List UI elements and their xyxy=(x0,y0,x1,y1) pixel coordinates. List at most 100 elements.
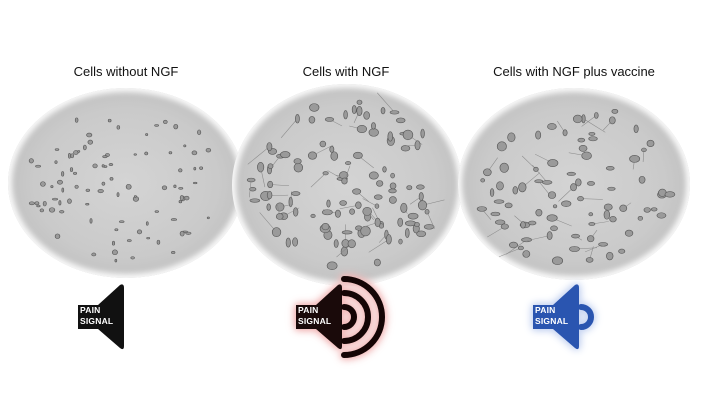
cell xyxy=(533,166,539,172)
cell xyxy=(417,200,428,211)
cell xyxy=(371,122,376,130)
cell xyxy=(28,158,34,164)
cell xyxy=(517,245,524,251)
cell xyxy=(385,234,392,245)
cell xyxy=(547,191,557,199)
cell xyxy=(423,224,435,230)
speaker-body xyxy=(533,284,579,350)
cell xyxy=(246,177,256,183)
cell xyxy=(356,106,363,116)
cell xyxy=(146,236,151,240)
cell xyxy=(528,220,537,226)
cell xyxy=(641,147,647,152)
cell xyxy=(334,209,341,218)
cell xyxy=(285,237,291,248)
cell xyxy=(54,233,61,239)
cell xyxy=(374,203,380,209)
cell xyxy=(68,153,71,159)
cell xyxy=(310,213,316,219)
cell xyxy=(400,202,408,213)
cell xyxy=(109,177,114,181)
cell xyxy=(518,182,527,193)
cell xyxy=(330,151,339,161)
cell xyxy=(480,178,486,183)
neurite xyxy=(521,155,537,170)
cell xyxy=(178,200,183,204)
cell xyxy=(619,204,628,212)
cell xyxy=(611,108,619,114)
cell xyxy=(56,179,63,185)
cell xyxy=(569,246,580,252)
cell xyxy=(624,229,634,237)
panel-title: Cells with NGF xyxy=(302,64,390,79)
cell-micrograph xyxy=(458,88,690,280)
cell xyxy=(609,216,617,223)
cell xyxy=(171,251,176,255)
cell xyxy=(266,190,273,200)
cell xyxy=(577,196,584,202)
cell xyxy=(483,168,492,177)
cell xyxy=(400,145,411,152)
sound-wave xyxy=(341,290,371,344)
cell xyxy=(102,155,108,159)
cell xyxy=(585,257,594,263)
cell xyxy=(130,256,135,260)
cell xyxy=(380,107,386,115)
neurite xyxy=(270,184,290,186)
cell xyxy=(111,240,116,246)
cell xyxy=(504,202,513,209)
neurite xyxy=(498,247,521,258)
pain-signal-speaker-quiet-icon: PAIN SIGNAL xyxy=(533,283,594,353)
cell xyxy=(603,203,613,211)
cell xyxy=(267,180,274,189)
cell xyxy=(288,196,293,208)
cell xyxy=(508,241,519,249)
cell xyxy=(575,178,582,187)
cell xyxy=(407,212,419,220)
cell xyxy=(489,188,495,197)
cell xyxy=(588,131,596,136)
cell xyxy=(145,221,149,226)
cell xyxy=(249,198,261,203)
cell xyxy=(542,180,553,185)
neurite xyxy=(280,118,298,138)
speaker-label: PAIN SIGNAL xyxy=(535,305,569,326)
cell xyxy=(598,242,609,247)
cell xyxy=(74,184,79,189)
cell xyxy=(629,155,641,163)
cell xyxy=(570,183,577,192)
cell xyxy=(356,99,363,105)
neurite xyxy=(426,211,435,229)
cell xyxy=(494,219,506,225)
cell xyxy=(292,237,299,247)
cell-micrograph xyxy=(8,88,244,278)
cell xyxy=(609,116,616,125)
cell xyxy=(125,183,132,190)
cell xyxy=(522,250,531,258)
cell xyxy=(89,218,93,224)
cell xyxy=(356,125,367,134)
cell xyxy=(309,103,320,112)
speaker-body xyxy=(78,284,124,350)
cell xyxy=(588,222,596,226)
cell xyxy=(114,228,119,232)
cell xyxy=(566,171,576,176)
cell xyxy=(85,203,90,206)
cell xyxy=(156,239,161,245)
cell xyxy=(396,117,406,124)
cell xyxy=(638,175,646,184)
cell xyxy=(387,131,394,142)
cell xyxy=(594,112,599,119)
cell xyxy=(552,204,558,209)
cell xyxy=(179,230,185,237)
cell xyxy=(418,192,424,201)
cell xyxy=(587,235,595,243)
cell xyxy=(191,150,198,156)
cell xyxy=(588,212,594,217)
cell xyxy=(550,225,558,232)
cell xyxy=(133,153,137,156)
sound-wave xyxy=(341,276,385,358)
cell xyxy=(389,182,397,190)
cell xyxy=(48,207,56,213)
cell xyxy=(199,166,204,170)
